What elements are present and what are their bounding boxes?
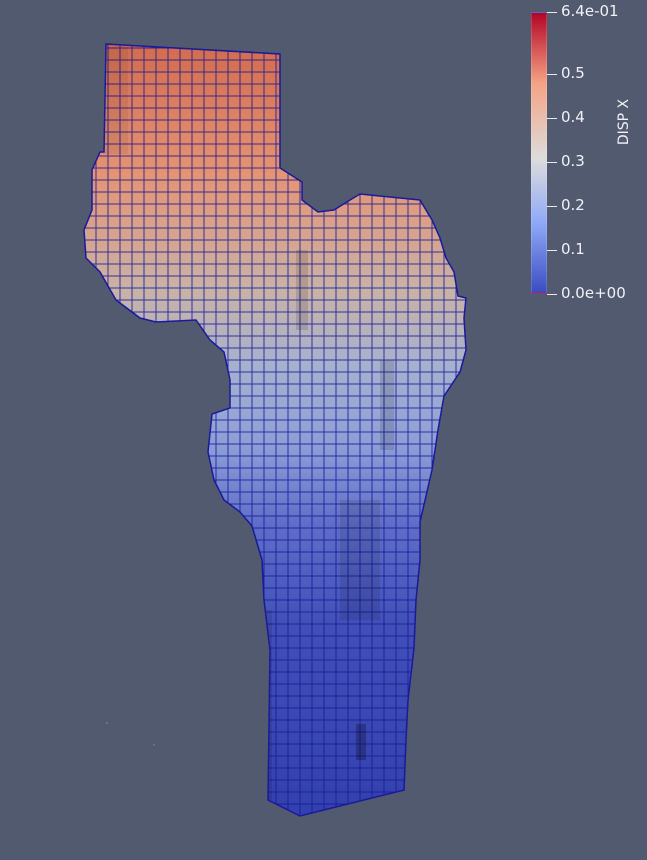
colorbar-tick-label: 0.5 <box>561 64 585 82</box>
colorbar-tick <box>547 294 557 295</box>
render-speck <box>153 744 155 746</box>
colorbar-tick-label: 0.0e+00 <box>561 284 626 302</box>
colorbar-tick <box>547 250 557 251</box>
colorbar-tick-label: 6.4e-01 <box>561 2 619 20</box>
render-speck <box>106 722 108 724</box>
colorbar-title: DISP X <box>616 98 632 146</box>
colorbar-tick-label: 0.1 <box>561 240 585 258</box>
colorbar-tick <box>547 12 557 13</box>
colorbar-tick-label: 0.2 <box>561 196 585 214</box>
colorbar-tick <box>547 206 557 207</box>
colorbar <box>531 12 547 294</box>
colorbar-tick <box>547 162 557 163</box>
colorbar-tick <box>547 118 557 119</box>
colorbar-tick <box>547 74 557 75</box>
colorbar-tick-label: 0.3 <box>561 152 585 170</box>
colorbar-tick-label: 0.4 <box>561 108 585 126</box>
